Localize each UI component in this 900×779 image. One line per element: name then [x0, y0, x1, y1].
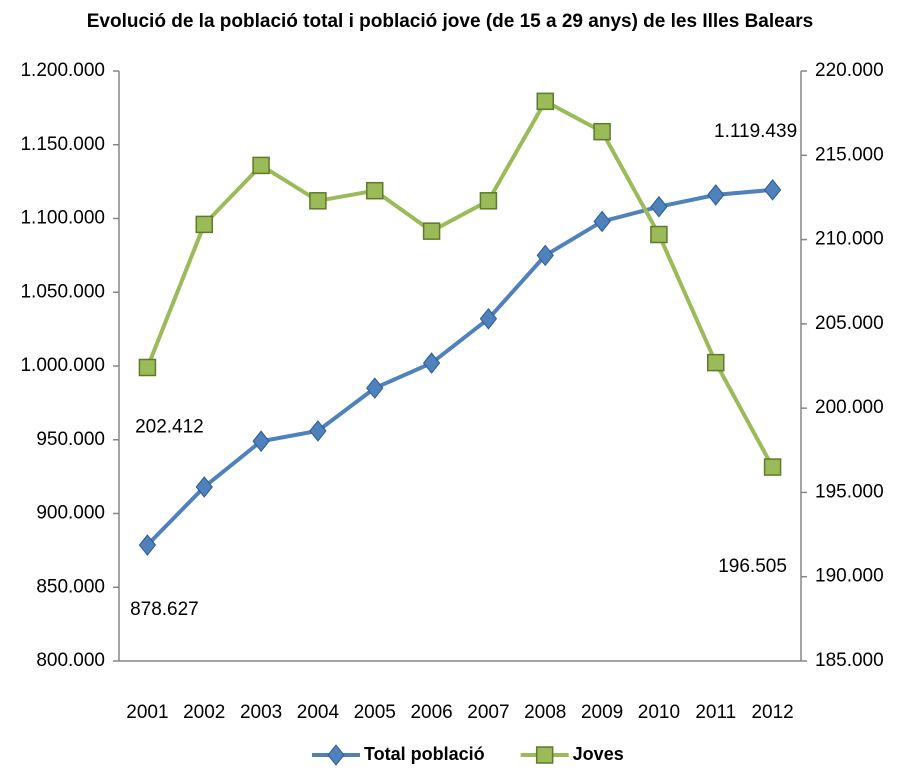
data-label: 878.627: [130, 599, 199, 620]
point: [536, 244, 554, 267]
point: [195, 476, 213, 498]
y2-tick-label: 200.000: [815, 397, 884, 418]
y-tick-label: 1.100.000: [20, 208, 105, 229]
chart-title: Evolució de la població total i població…: [87, 11, 813, 32]
point: [707, 353, 725, 372]
point: [195, 215, 213, 234]
y-tick-label: 850.000: [36, 576, 105, 597]
y-tick-label: 800.000: [36, 650, 105, 671]
y-tick-label: 900.000: [36, 503, 105, 524]
legend-marker: [327, 744, 345, 766]
y2-tick-label: 210.000: [815, 229, 884, 250]
y-tick-label: 1.200.000: [20, 60, 105, 81]
point: [650, 225, 668, 244]
y2-tick-label: 185.000: [815, 650, 884, 671]
point: [252, 430, 270, 453]
legend-label: Total població: [364, 744, 485, 764]
data-label: 1.119.439: [714, 121, 797, 142]
y2-tick-label: 220.000: [815, 60, 884, 81]
point: [422, 222, 441, 240]
point: [309, 192, 327, 210]
point: [309, 420, 327, 442]
data-label: 196.505: [718, 556, 787, 577]
x-tick-label: 2011: [695, 702, 736, 723]
y2-tick-label: 195.000: [815, 481, 884, 502]
x-tick-label: 2010: [638, 702, 680, 723]
x-tick-label: 2001: [126, 702, 168, 723]
x-tick-label: 2005: [354, 702, 396, 723]
legend-label: Joves: [573, 744, 624, 764]
x-tick-label: 2004: [297, 702, 340, 723]
point: [479, 192, 498, 210]
y2-tick-label: 215.000: [815, 144, 884, 165]
y-tick-label: 1.150.000: [20, 134, 105, 155]
x-tick-label: 2003: [240, 702, 282, 723]
series-line: [145, 98, 775, 469]
y-tick-label: 1.050.000: [20, 281, 105, 302]
point: [763, 458, 782, 476]
point: [763, 179, 782, 201]
y-tick-label: 1.000.000: [20, 355, 105, 376]
data-label: 202.412: [135, 416, 204, 437]
point: [138, 358, 157, 377]
y-tick-label: 950.000: [36, 429, 105, 450]
x-tick-label: 2002: [183, 702, 225, 723]
x-tick-label: 2007: [467, 702, 509, 723]
y2-tick-label: 205.000: [815, 313, 884, 334]
point: [593, 210, 611, 233]
y2-tick-label: 190.000: [815, 566, 884, 587]
point: [707, 184, 725, 206]
point: [422, 352, 441, 374]
point: [252, 156, 270, 175]
x-tick-label: 2009: [581, 702, 623, 723]
point: [593, 122, 611, 141]
legend-marker: [535, 746, 554, 764]
point: [536, 92, 554, 111]
x-tick-label: 2012: [751, 702, 793, 723]
point: [650, 195, 668, 218]
point: [138, 534, 157, 556]
point: [366, 377, 384, 399]
x-tick-label: 2006: [410, 702, 452, 723]
series-line: [145, 187, 773, 547]
x-tick-label: 2008: [524, 702, 566, 723]
point: [479, 307, 498, 330]
point: [366, 181, 384, 200]
